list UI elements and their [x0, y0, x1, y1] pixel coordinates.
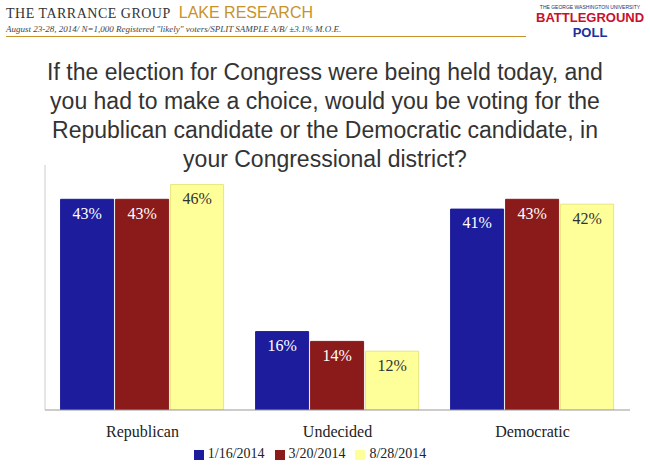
html-text:1/16/2014: 1/16/2014	[207, 446, 265, 461]
svg-text:43%: 43%	[517, 205, 546, 222]
svg-text:Undecided: Undecided	[303, 423, 372, 440]
html-text:POLL: POLL	[572, 25, 608, 40]
svg-text:12%: 12%	[377, 357, 406, 374]
html-text:THE TARRANCE GROUP: THE TARRANCE GROUP	[6, 6, 171, 21]
svg-text:46%: 46%	[182, 190, 211, 207]
html-text:THE GEORGE WASHINGTON UNIVERSI: THE GEORGE WASHINGTON UNIVERSITY	[539, 4, 641, 10]
svg-text:43%: 43%	[72, 205, 101, 222]
html-text:3/20/2014: 3/20/2014	[288, 446, 346, 461]
svg-text:Republican: Republican	[106, 423, 179, 441]
svg-text:16%: 16%	[267, 337, 296, 354]
html-text:8/28/2014: 8/28/2014	[369, 446, 427, 461]
html-text:If the election for Congress w: If the election for Congress were being …	[47, 59, 603, 172]
svg-text:41%: 41%	[462, 214, 491, 231]
html-text:BATTLEGROUND: BATTLEGROUND	[536, 10, 645, 25]
svg-text:42%: 42%	[572, 210, 601, 227]
html-text:August 23-28, 2014/ N=1,000 Re: August 23-28, 2014/ N=1,000 Registered "…	[6, 24, 342, 34]
svg-text:43%: 43%	[127, 205, 156, 222]
svg-text:Democratic: Democratic	[495, 423, 570, 440]
svg-text:14%: 14%	[322, 347, 351, 364]
html-text:LAKE RESEARCH: LAKE RESEARCH	[178, 4, 313, 21]
